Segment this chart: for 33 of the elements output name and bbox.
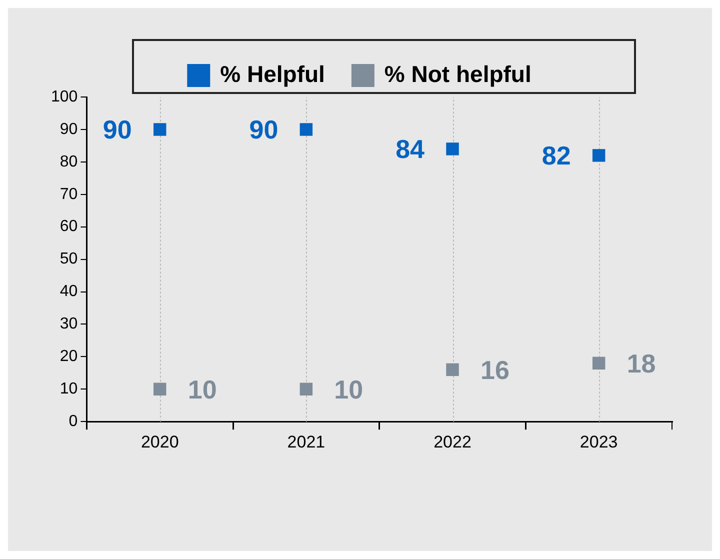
y-tick-label: 70: [60, 186, 78, 203]
y-tick-label: 30: [60, 316, 78, 333]
legend-label: % Helpful: [220, 60, 325, 87]
y-tick-label: 90: [60, 120, 78, 138]
y-tick-label: 20: [60, 348, 78, 366]
data-label: 10: [188, 374, 217, 404]
point: [153, 123, 166, 136]
data-label: 84: [396, 134, 426, 164]
point: [592, 356, 606, 370]
x-tick-label: 2022: [434, 432, 472, 452]
y-tick-label: 0: [68, 413, 78, 430]
y-tick-label: 10: [60, 380, 78, 398]
point: [300, 123, 313, 136]
data-label: 16: [480, 354, 510, 385]
data-label: 10: [334, 374, 364, 404]
x-tick-label: 2020: [140, 432, 179, 452]
y-tick-label: 40: [60, 283, 78, 300]
x-tick-label: 2023: [580, 432, 618, 452]
data-label: 82: [542, 140, 571, 171]
point: [153, 382, 166, 396]
point: [446, 363, 459, 376]
y-tick-label: 80: [60, 153, 78, 170]
point: [300, 382, 313, 396]
data-label: 90: [249, 114, 278, 145]
y-tick-label: 50: [60, 250, 78, 268]
y-tick-label: 60: [60, 218, 78, 236]
data-label: 90: [102, 114, 132, 145]
point: [592, 149, 606, 162]
x-tick-label: 2021: [287, 432, 326, 452]
point: [446, 142, 459, 156]
legend-label: % Not helpful: [384, 60, 532, 87]
data-label: 18: [626, 348, 656, 378]
y-tick-label: 100: [50, 88, 78, 106]
